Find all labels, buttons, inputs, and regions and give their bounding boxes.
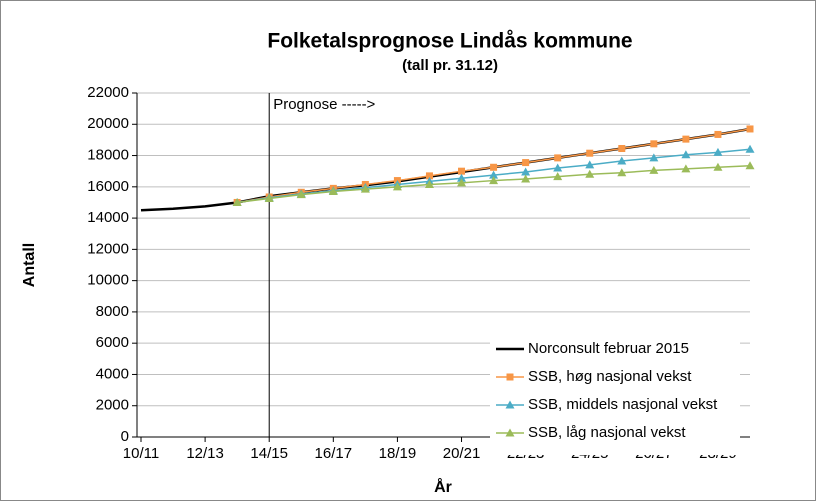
point	[714, 130, 722, 138]
point	[554, 154, 562, 162]
point	[489, 176, 499, 185]
point	[649, 153, 659, 162]
point	[618, 145, 626, 153]
point	[617, 168, 627, 177]
point	[681, 164, 691, 173]
point	[521, 174, 531, 183]
legend-label: SSB, høg nasjonal vekst	[528, 368, 692, 385]
point	[264, 194, 274, 203]
point	[296, 190, 306, 199]
y-tick-label: 12000	[87, 240, 129, 257]
y-tick-label: 14000	[87, 209, 129, 226]
point	[746, 125, 754, 133]
legend-label: SSB, middels nasjonal vekst	[528, 396, 718, 413]
point	[457, 173, 467, 182]
y-tick-label: 2000	[96, 397, 129, 414]
point	[425, 172, 433, 180]
point	[650, 140, 658, 148]
point	[713, 147, 723, 156]
point	[490, 163, 498, 171]
point	[617, 156, 627, 165]
y-tick-label: 6000	[96, 334, 129, 351]
point	[745, 144, 755, 153]
legend-label: SSB, låg nasjonal vekst	[528, 424, 686, 441]
point	[585, 169, 595, 178]
y-tick-label: 4000	[96, 365, 129, 382]
point	[360, 184, 370, 193]
chart-title: Folketalsprognose Lindås kommune	[267, 30, 632, 53]
point	[522, 159, 530, 167]
legend-marker	[505, 428, 515, 437]
point	[682, 135, 690, 143]
point	[489, 170, 499, 179]
point	[392, 182, 402, 191]
point	[585, 160, 595, 169]
legend-marker	[506, 373, 514, 381]
point	[713, 162, 723, 171]
point	[586, 149, 594, 157]
legend-box	[490, 333, 740, 455]
legend-label: Norconsult februar 2015	[528, 340, 689, 357]
chart-subtitle: (tall pr. 31.12)	[402, 57, 498, 74]
y-tick-label: 18000	[87, 147, 129, 164]
y-tick-label: 0	[121, 428, 129, 445]
x-tick-label: 20/21	[443, 445, 481, 462]
x-tick-label: 12/13	[186, 445, 224, 462]
point	[553, 163, 563, 172]
point	[649, 165, 659, 174]
point	[681, 150, 691, 159]
x-tick-label: 10/11	[123, 445, 159, 462]
point	[457, 178, 467, 187]
point	[458, 167, 466, 175]
point	[745, 161, 755, 170]
y-tick-label: 10000	[87, 272, 129, 289]
y-tick-label: 16000	[87, 178, 129, 195]
legend-marker	[505, 400, 515, 409]
x-tick-label: 14/15	[250, 445, 288, 462]
y-tick-label: 8000	[96, 303, 129, 320]
y-tick-label: 22000	[87, 84, 129, 101]
point	[328, 187, 338, 196]
x-axis-title: År	[434, 477, 452, 496]
x-tick-label: 18/19	[379, 445, 417, 462]
point	[424, 179, 434, 188]
annotation: Prognose ----->	[273, 96, 375, 113]
y-axis-title: Antall	[21, 243, 38, 287]
point	[232, 197, 242, 206]
y-tick-label: 20000	[87, 115, 129, 132]
point	[553, 172, 563, 181]
point	[521, 167, 531, 176]
x-tick-label: 16/17	[315, 445, 353, 462]
